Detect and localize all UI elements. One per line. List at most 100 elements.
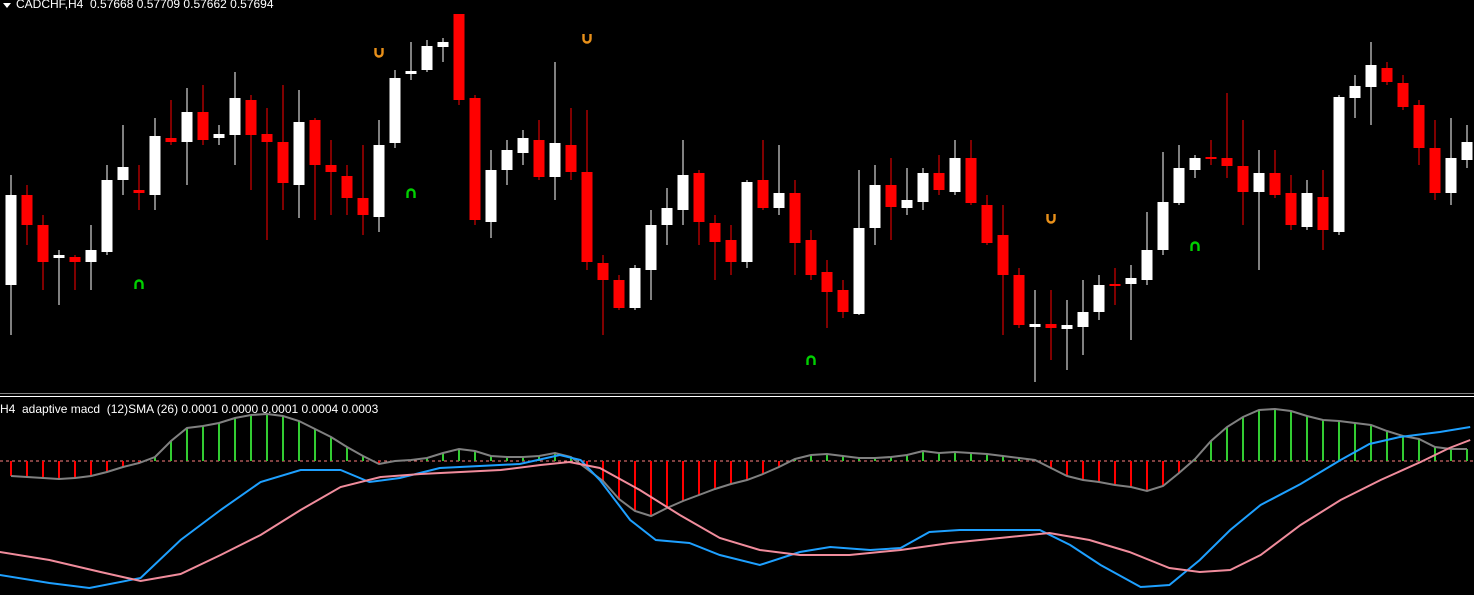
candle-body bbox=[869, 185, 881, 228]
histogram-bar bbox=[1274, 409, 1276, 461]
candle-body bbox=[501, 150, 513, 170]
histogram-bar bbox=[490, 456, 492, 461]
histogram-bar bbox=[1098, 461, 1100, 482]
candle-body bbox=[1397, 83, 1409, 107]
histogram-bar bbox=[602, 461, 604, 481]
histogram-bar bbox=[26, 461, 28, 477]
histogram-bar bbox=[762, 461, 764, 474]
candle-body bbox=[37, 225, 49, 262]
histogram-bar bbox=[1466, 449, 1468, 461]
histogram-bar bbox=[1354, 423, 1356, 461]
histogram-bar bbox=[282, 416, 284, 461]
candle-body bbox=[1365, 65, 1377, 87]
histogram-bar bbox=[1146, 461, 1148, 491]
histogram-bar bbox=[442, 453, 444, 461]
candle-body bbox=[1269, 173, 1281, 195]
candle-body bbox=[1173, 168, 1185, 203]
histogram-bar bbox=[538, 456, 540, 461]
histogram-bar bbox=[1210, 441, 1212, 461]
signal-line bbox=[0, 426, 1471, 590]
histogram-bar bbox=[378, 461, 380, 464]
fractal-marker bbox=[406, 188, 416, 198]
candle-body bbox=[421, 46, 433, 70]
signal-line bbox=[0, 439, 1471, 583]
histogram-bar bbox=[1130, 461, 1132, 487]
candle-body bbox=[1253, 173, 1265, 192]
candle-body bbox=[741, 182, 753, 262]
candle-body bbox=[917, 173, 929, 202]
candle-body bbox=[693, 173, 705, 222]
histogram-bar bbox=[1402, 436, 1404, 461]
histogram-bar bbox=[746, 461, 748, 480]
candle-body bbox=[677, 175, 689, 210]
candle-body bbox=[149, 136, 161, 195]
histogram-bar bbox=[842, 456, 844, 461]
histogram-bar bbox=[90, 461, 92, 476]
fractal-marker bbox=[1046, 214, 1056, 224]
candle-body bbox=[277, 142, 289, 183]
candle-body bbox=[453, 14, 465, 100]
candle-body bbox=[901, 200, 913, 208]
candle-body bbox=[53, 255, 65, 258]
candle-body bbox=[341, 176, 353, 198]
histogram-bar bbox=[106, 461, 108, 472]
histogram-bar bbox=[858, 458, 860, 461]
histogram-bar bbox=[362, 456, 364, 461]
candle-body bbox=[101, 180, 113, 252]
histogram-bar bbox=[234, 418, 236, 461]
histogram-bar bbox=[938, 453, 940, 461]
histogram-bar bbox=[58, 461, 60, 479]
histogram-bar bbox=[154, 457, 156, 461]
candle-body bbox=[1125, 278, 1137, 284]
candle-body bbox=[85, 250, 97, 262]
histogram-bar bbox=[666, 461, 668, 508]
fractal-marker bbox=[374, 48, 384, 58]
candle-body bbox=[165, 138, 177, 142]
candle-body bbox=[325, 165, 337, 172]
histogram-bar bbox=[474, 451, 476, 461]
candle-body bbox=[1109, 284, 1121, 286]
candle-body bbox=[1045, 324, 1057, 328]
histogram-bar bbox=[650, 461, 652, 516]
histogram-bar bbox=[1114, 461, 1116, 485]
candle-body bbox=[565, 145, 577, 172]
histogram-bar bbox=[1082, 461, 1084, 480]
candle-body bbox=[1445, 158, 1457, 193]
histogram-bar bbox=[874, 458, 876, 461]
price-title: CADCHF,H4 0.57668 0.57709 0.57662 0.5769… bbox=[16, 0, 274, 11]
candle-body bbox=[469, 98, 481, 220]
candle-body bbox=[389, 78, 401, 143]
histogram-bar bbox=[346, 447, 348, 461]
histogram-bar bbox=[1322, 420, 1324, 461]
indicator-panel bbox=[0, 407, 1474, 590]
histogram-bar bbox=[682, 461, 684, 501]
candle-body bbox=[1205, 157, 1217, 159]
histogram-bar bbox=[218, 423, 220, 461]
candle-body bbox=[485, 170, 497, 222]
candle-body bbox=[549, 143, 561, 177]
histogram-bar bbox=[730, 461, 732, 484]
candle-body bbox=[5, 195, 17, 285]
candle-body bbox=[1061, 325, 1073, 329]
histogram-bar bbox=[970, 453, 972, 461]
candle-body bbox=[773, 193, 785, 208]
candle-body bbox=[1077, 312, 1089, 327]
candle-body bbox=[661, 208, 673, 225]
candle-body bbox=[789, 193, 801, 243]
candle-body bbox=[133, 190, 145, 193]
candle-body bbox=[581, 172, 593, 262]
candle-body bbox=[293, 122, 305, 185]
histogram-bar bbox=[298, 421, 300, 461]
candle-body bbox=[613, 280, 625, 308]
candle-body bbox=[1349, 86, 1361, 98]
histogram-bar bbox=[458, 449, 460, 461]
candle-body bbox=[1461, 142, 1473, 160]
histogram-bar bbox=[74, 461, 76, 478]
candle-body bbox=[517, 138, 529, 153]
symbol-menu-arrow[interactable] bbox=[3, 3, 11, 8]
histogram-bar bbox=[266, 414, 268, 461]
histogram-bar bbox=[426, 458, 428, 461]
candle-body bbox=[1221, 158, 1233, 166]
candle-body bbox=[1317, 197, 1329, 230]
